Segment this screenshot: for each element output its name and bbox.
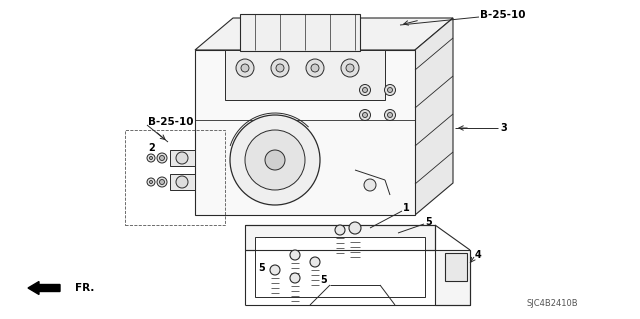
Text: 5: 5 [425,217,432,227]
Circle shape [276,64,284,72]
Polygon shape [245,225,470,305]
Polygon shape [195,18,453,50]
Circle shape [387,113,392,117]
Circle shape [362,113,367,117]
Circle shape [157,177,167,187]
Circle shape [310,257,320,267]
Bar [170,150,195,166]
Text: 2: 2 [148,143,155,153]
Circle shape [311,64,319,72]
Text: FR.: FR. [75,283,94,293]
Circle shape [147,154,155,162]
Text: 1: 1 [403,203,410,213]
Bar [445,253,467,281]
Circle shape [270,265,280,275]
Text: SJC4B2410B: SJC4B2410B [526,299,578,308]
Circle shape [241,64,249,72]
Circle shape [176,152,188,164]
Circle shape [245,130,305,190]
Circle shape [147,178,155,186]
Bar [170,174,195,190]
Circle shape [290,250,300,260]
Circle shape [176,176,188,188]
Polygon shape [255,237,425,297]
Circle shape [360,109,371,121]
Circle shape [265,150,285,170]
Bar [240,14,360,51]
Circle shape [335,225,345,235]
Circle shape [349,222,361,234]
Bar [225,50,385,100]
Circle shape [385,109,396,121]
Text: 3: 3 [500,123,507,133]
Circle shape [290,273,300,283]
Circle shape [387,87,392,93]
Circle shape [230,115,320,205]
Text: 5: 5 [258,263,265,273]
Circle shape [306,59,324,77]
Circle shape [271,59,289,77]
Circle shape [150,181,152,183]
Circle shape [157,153,167,163]
Bar [125,130,225,225]
Polygon shape [415,18,453,215]
Circle shape [364,179,376,191]
Circle shape [385,85,396,95]
Circle shape [159,155,164,160]
Circle shape [236,59,254,77]
Circle shape [150,157,152,160]
Text: 5: 5 [320,275,327,285]
Circle shape [341,59,359,77]
Text: B-25-10: B-25-10 [480,10,525,20]
FancyArrow shape [28,281,60,294]
Circle shape [346,64,354,72]
Circle shape [362,87,367,93]
Circle shape [360,85,371,95]
Text: 4: 4 [475,250,482,260]
Bar [195,50,415,215]
Circle shape [159,180,164,184]
Text: B-25-10: B-25-10 [148,117,193,127]
